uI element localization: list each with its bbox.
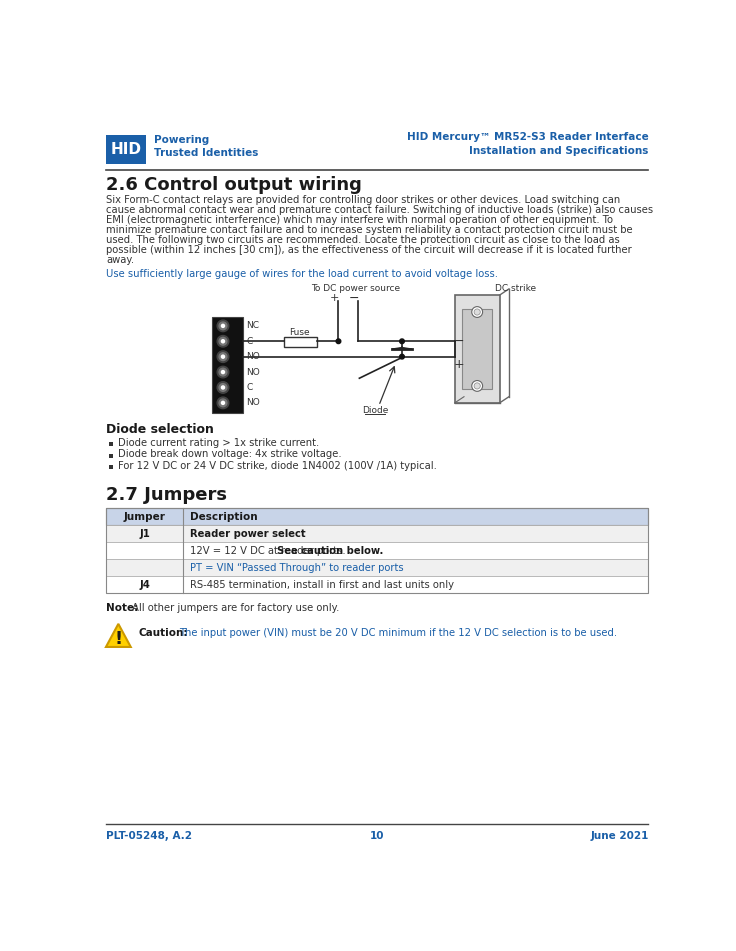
Text: Caution:: Caution: xyxy=(138,628,188,638)
Circle shape xyxy=(222,340,224,342)
Text: NO: NO xyxy=(247,368,260,377)
Text: cause abnormal contact wear and premature contact failure. Switching of inductiv: cause abnormal contact wear and prematur… xyxy=(106,205,653,215)
Text: −: − xyxy=(454,335,464,348)
Text: Diode current rating > 1x strike current.: Diode current rating > 1x strike current… xyxy=(118,437,319,448)
Text: PLT-05248, A.2: PLT-05248, A.2 xyxy=(106,831,192,842)
Circle shape xyxy=(472,380,483,391)
Text: The input power (VIN) must be 20 V DC minimum if the 12 V DC selection is to be : The input power (VIN) must be 20 V DC mi… xyxy=(179,628,617,638)
Text: Reader power select: Reader power select xyxy=(190,529,305,539)
Text: EMI (electromagnetic interference) which may interfere with normal operation of : EMI (electromagnetic interference) which… xyxy=(106,215,613,225)
Circle shape xyxy=(474,309,481,315)
Text: NO: NO xyxy=(247,398,260,407)
Text: 2.7 Jumpers: 2.7 Jumpers xyxy=(106,486,227,503)
Circle shape xyxy=(400,339,404,343)
Circle shape xyxy=(222,401,224,404)
Text: To DC power source: To DC power source xyxy=(311,284,400,294)
Circle shape xyxy=(219,399,227,407)
Bar xyxy=(212,317,243,413)
Bar xyxy=(106,559,648,576)
Text: 2.6 Control output wiring: 2.6 Control output wiring xyxy=(106,176,362,194)
Text: NO: NO xyxy=(247,352,260,361)
Circle shape xyxy=(400,355,404,359)
Text: Note:: Note: xyxy=(106,604,138,613)
Circle shape xyxy=(472,306,483,318)
Bar xyxy=(106,509,648,593)
Circle shape xyxy=(217,381,229,394)
Circle shape xyxy=(217,398,229,409)
Text: +: + xyxy=(330,293,339,303)
Text: C: C xyxy=(247,337,252,346)
Text: Six Form-C contact relays are provided for controlling door strikes or other dev: Six Form-C contact relays are provided f… xyxy=(106,195,620,205)
Text: See caution below.: See caution below. xyxy=(277,546,383,555)
Bar xyxy=(284,337,316,347)
Text: Description: Description xyxy=(190,512,258,522)
Bar xyxy=(106,576,648,593)
Text: NC: NC xyxy=(247,321,259,330)
Bar xyxy=(106,542,648,559)
Bar xyxy=(106,525,648,542)
Bar xyxy=(106,509,648,525)
Bar xyxy=(455,295,500,403)
Text: minimize premature contact failure and to increase system reliability a contact : minimize premature contact failure and t… xyxy=(106,225,632,236)
Circle shape xyxy=(336,339,341,343)
Text: Powering: Powering xyxy=(154,134,209,145)
Text: Diode selection: Diode selection xyxy=(106,423,214,437)
Text: All other jumpers are for factory use only.: All other jumpers are for factory use on… xyxy=(132,604,340,613)
Text: Diode: Diode xyxy=(361,406,388,415)
Circle shape xyxy=(222,371,224,374)
Text: used. The following two circuits are recommended. Locate the protection circuit : used. The following two circuits are rec… xyxy=(106,236,620,245)
Circle shape xyxy=(217,320,229,332)
Text: DC strike: DC strike xyxy=(495,284,536,294)
Bar xyxy=(462,309,492,389)
Text: RS-485 termination, install in first and last units only: RS-485 termination, install in first and… xyxy=(190,579,453,590)
Text: Fuse: Fuse xyxy=(289,328,310,338)
Text: June 2021: June 2021 xyxy=(590,831,648,842)
Circle shape xyxy=(219,353,227,360)
Text: !: ! xyxy=(114,631,122,649)
Text: away.: away. xyxy=(106,256,134,265)
Text: C: C xyxy=(247,383,252,392)
Circle shape xyxy=(217,351,229,362)
Circle shape xyxy=(217,366,229,378)
Circle shape xyxy=(219,383,227,391)
Text: −: − xyxy=(349,292,359,304)
Text: HID: HID xyxy=(110,142,141,157)
Bar xyxy=(109,454,113,457)
Bar xyxy=(106,135,146,165)
Text: 12V = 12 V DC at reader ports.: 12V = 12 V DC at reader ports. xyxy=(190,546,348,555)
Text: Jumper: Jumper xyxy=(124,512,166,522)
Polygon shape xyxy=(392,347,412,349)
Circle shape xyxy=(217,336,229,347)
Circle shape xyxy=(474,383,481,389)
Circle shape xyxy=(222,324,224,327)
Bar xyxy=(109,465,113,469)
Text: Trusted Identities: Trusted Identities xyxy=(154,147,258,158)
Text: Use sufficiently large gauge of wires for the load current to avoid voltage loss: Use sufficiently large gauge of wires fo… xyxy=(106,269,498,280)
Text: possible (within 12 inches [30 cm]), as the effectiveness of the circuit will de: possible (within 12 inches [30 cm]), as … xyxy=(106,245,631,256)
Text: PT = VIN “Passed Through” to reader ports: PT = VIN “Passed Through” to reader port… xyxy=(190,563,403,573)
Circle shape xyxy=(219,338,227,345)
Circle shape xyxy=(222,386,224,389)
Text: Installation and Specifications: Installation and Specifications xyxy=(469,146,648,156)
Text: 10: 10 xyxy=(370,831,384,842)
Bar xyxy=(109,442,113,446)
Circle shape xyxy=(219,368,227,376)
Text: J4: J4 xyxy=(139,579,150,590)
Polygon shape xyxy=(106,624,131,647)
Text: HID Mercury™ MR52-S3 Reader Interface: HID Mercury™ MR52-S3 Reader Interface xyxy=(407,132,648,143)
Text: Diode break down voltage: 4x strike voltage.: Diode break down voltage: 4x strike volt… xyxy=(118,450,342,459)
Text: J1: J1 xyxy=(139,529,150,539)
Text: For 12 V DC or 24 V DC strike, diode 1N4002 (100V /1A) typical.: For 12 V DC or 24 V DC strike, diode 1N4… xyxy=(118,461,437,471)
Text: +: + xyxy=(454,358,464,371)
Circle shape xyxy=(222,355,224,359)
Circle shape xyxy=(219,322,227,330)
